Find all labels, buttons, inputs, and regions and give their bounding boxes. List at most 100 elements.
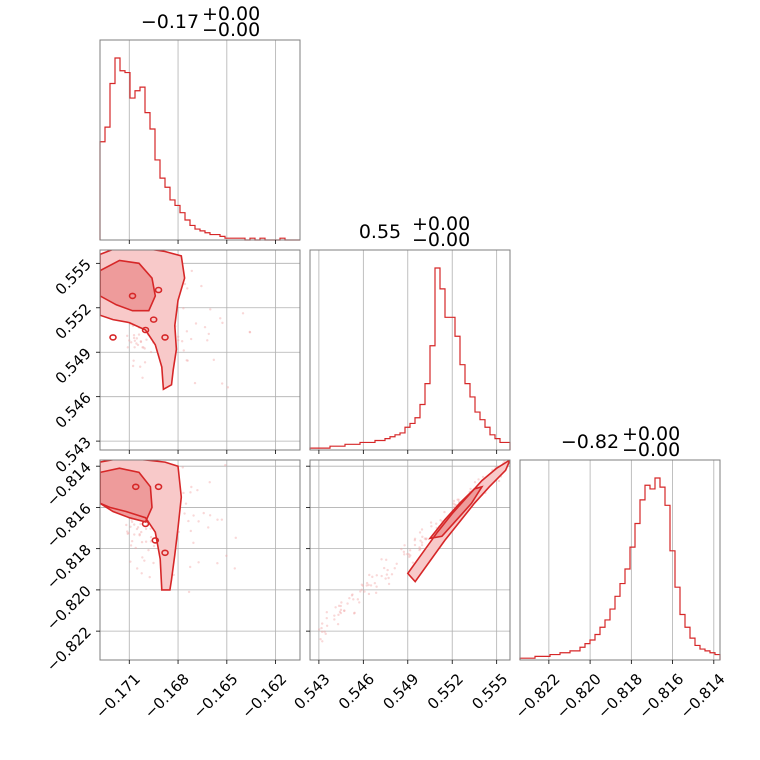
- sample-point: [132, 336, 136, 340]
- sample-point: [430, 525, 433, 528]
- sample-point: [155, 441, 157, 443]
- contour-inner: [100, 259, 157, 312]
- sample-point: [140, 540, 144, 544]
- sample-point: [473, 480, 477, 484]
- sample-point: [186, 287, 189, 290]
- sample-point: [133, 523, 136, 526]
- grid-lines: [310, 465, 510, 632]
- sample-point: [192, 541, 195, 545]
- contour-outer: [100, 250, 186, 391]
- panel-content: [100, 250, 252, 391]
- sample-point: [402, 550, 406, 554]
- histogram-series: [309, 267, 511, 450]
- sample-point: [387, 582, 391, 586]
- sample-point: [143, 347, 146, 350]
- title-minus-error: −0.00: [412, 229, 470, 251]
- sample-point: [139, 340, 143, 343]
- contour-island: [149, 316, 158, 323]
- sample-point: [186, 359, 189, 362]
- sample-point: [139, 340, 143, 344]
- sample-point: [419, 539, 422, 542]
- sample-point: [333, 618, 336, 621]
- sample-point: [429, 521, 433, 524]
- histogram-series: [99, 57, 300, 241]
- sample-point: [182, 349, 185, 352]
- sample-point: [420, 528, 424, 531]
- sample-point: [225, 554, 228, 557]
- sample-point: [202, 511, 205, 515]
- sample-point: [456, 498, 459, 501]
- sample-point: [439, 518, 442, 522]
- sample-point: [325, 624, 329, 627]
- sample-point: [139, 455, 141, 457]
- sample-point: [339, 608, 343, 612]
- sample-point: [387, 576, 390, 580]
- contour-island: [141, 326, 150, 334]
- sample-point: [193, 381, 197, 385]
- title-minus-error: −0.00: [622, 439, 680, 461]
- sample-point: [323, 630, 326, 633]
- sample-point: [182, 491, 185, 495]
- sample-point: [358, 601, 361, 604]
- sample-point: [408, 555, 411, 559]
- sample-point: [152, 544, 156, 548]
- sample-point: [177, 335, 180, 338]
- sample-point: [196, 488, 199, 492]
- sample-point: [220, 382, 224, 385]
- grid-lines: [318, 460, 498, 660]
- sample-point: [413, 539, 416, 542]
- sample-point: [184, 502, 188, 505]
- sample-point: [393, 567, 396, 570]
- grid-lines: [128, 40, 277, 240]
- sample-point: [241, 312, 245, 315]
- sample-point: [144, 540, 148, 543]
- y-tick-label: −0.818: [43, 541, 95, 593]
- sample-point: [185, 359, 188, 362]
- contour-island: [154, 483, 163, 491]
- sample-point: [148, 575, 151, 579]
- sample-point: [361, 584, 364, 587]
- sample-point: [141, 346, 144, 349]
- histogram-series: [519, 477, 721, 660]
- histogram-panel-param-1: −0.17 +0.00−0.00: [99, 3, 301, 244]
- sample-point: [339, 604, 342, 608]
- sample-point: [320, 622, 324, 625]
- y-tick-label: −0.822: [43, 623, 95, 675]
- sample-point: [336, 622, 340, 626]
- sample-point: [149, 350, 153, 354]
- x-tick-label: 0.543: [291, 670, 334, 713]
- sample-point: [194, 322, 198, 325]
- sample-point: [172, 573, 175, 577]
- title-plus-error: +0.00: [622, 423, 680, 445]
- sample-point: [189, 337, 193, 341]
- sample-point: [226, 386, 230, 389]
- x-tick-label: 0.555: [468, 670, 511, 713]
- sample-point: [157, 444, 159, 446]
- contour-island: [141, 520, 150, 528]
- x-tick-label: −0.162: [238, 670, 290, 722]
- title-plus-error: +0.00: [202, 3, 260, 25]
- histogram-panel-param-3: −0.822−0.820−0.818−0.816−0.814 −0.82 +0.00…: [512, 423, 729, 722]
- sample-point: [373, 581, 377, 585]
- sample-point: [183, 512, 186, 515]
- sample-point: [382, 566, 386, 570]
- sample-point: [135, 342, 138, 345]
- sample-point: [425, 537, 428, 540]
- sample-point: [452, 505, 456, 509]
- contour-island: [151, 537, 160, 544]
- sample-point: [248, 330, 251, 334]
- sample-point: [317, 628, 321, 631]
- sample-point: [352, 598, 355, 601]
- sample-point: [360, 583, 364, 586]
- x-tick-label: −0.818: [594, 670, 646, 722]
- sample-point: [129, 525, 132, 528]
- sample-point: [363, 590, 366, 593]
- sample-point: [207, 332, 210, 336]
- axes-frame: [99, 249, 301, 451]
- x-tick-label: −0.168: [141, 670, 193, 722]
- sample-point: [189, 529, 192, 533]
- sample-point: [137, 333, 141, 336]
- sample-point: [353, 611, 356, 615]
- sample-point: [248, 331, 252, 334]
- sample-point: [418, 548, 421, 552]
